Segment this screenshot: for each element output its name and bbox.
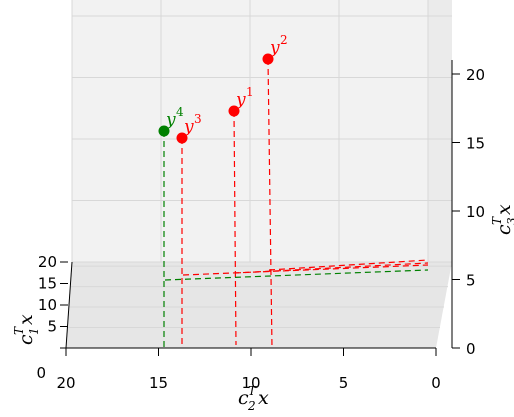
x-axis-label-sup: T [248,384,257,398]
right-pane [428,0,452,262]
y-tick-label: 20 [38,253,57,271]
x-axis-label: c 2T x [238,384,269,413]
z-axis-label: c3Tx [490,204,514,235]
x-tick-label: 15 [149,374,168,392]
data-point [158,125,170,137]
data-point [228,105,240,117]
z-tick-label: 15 [466,135,485,153]
point-label-sup: 3 [194,112,202,126]
data-point [262,53,274,65]
y-tick-label: 0 [36,364,46,382]
x-axis-label-var: x [258,387,269,409]
projection-line-depth [164,269,429,281]
projection-line-depth [182,264,429,276]
y-tick-label: 5 [47,318,57,336]
point-label-sup: 4 [176,105,184,119]
y-axis-label-base: c [15,334,37,345]
y-axis-label-sub: 1 [27,327,41,335]
point-label: y [269,38,280,58]
z-axis-label-base: c [493,224,514,235]
x-tick-label: 0 [431,374,441,392]
z-axis-label-var: x [493,204,514,215]
z-tick-label: 5 [466,272,476,290]
x-tick-label: 10 [241,374,260,392]
point-label: y [235,90,246,110]
y-tick-label: 10 [38,296,57,314]
z-axis-label-sub: 3 [505,217,514,225]
z-tick-label: 20 [466,66,485,84]
projection-line-vertical [267,58,273,349]
axis-labels: c2Txc1Txc3Tx [12,204,514,413]
y-axis-line [65,261,73,349]
projection-line-depth [268,259,429,271]
projection-line-vertical [233,110,237,346]
projection-lines [163,58,429,349]
data-points: y 1y 2y 3y 4 [158,33,288,144]
y-tick-label: 15 [38,275,57,293]
z-tick-label: 0 [466,340,476,358]
y-axis-label-var: x [15,314,37,325]
point-label-sup: 2 [280,33,288,47]
ticks: 20 15 10 5 0 0 5 10 15 20 0 5 10 15 20 [36,66,485,392]
x-axis-label-sub: 2 [247,399,256,413]
point-label-sup: 1 [246,85,254,99]
point-label: y [165,110,176,130]
floor-pane [66,262,452,348]
back-pane [72,0,452,262]
x-tick-label: 20 [56,374,75,392]
point-label: y [183,117,194,137]
data-point [176,132,188,144]
y-axis-label-sup: T [12,326,26,335]
x-axis-label-base: c [238,387,249,409]
z-axis-label-sup: T [490,216,504,225]
z-tick-label: 10 [466,203,485,221]
x-tick-label: 5 [339,374,349,392]
